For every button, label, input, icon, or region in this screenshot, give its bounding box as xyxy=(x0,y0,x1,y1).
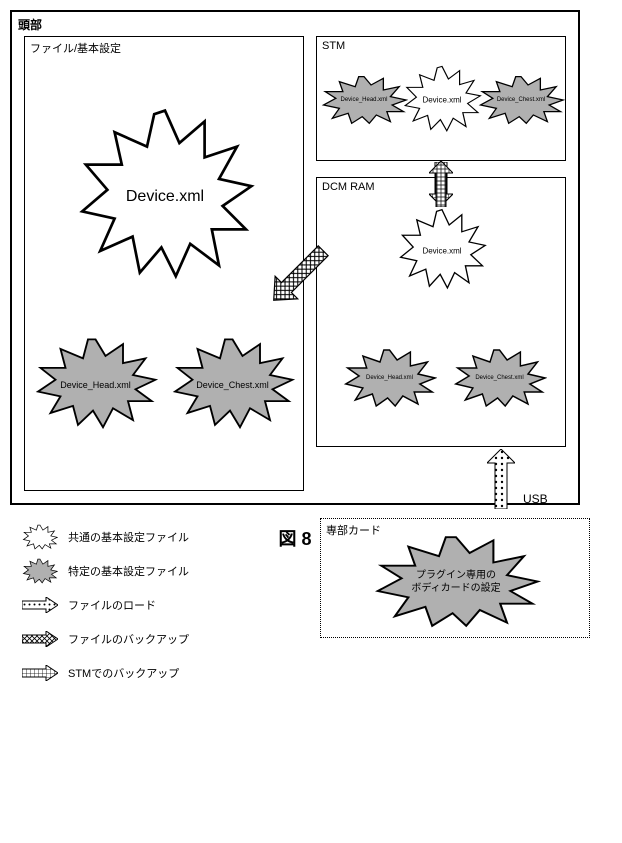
legend-row-4: ファイルのバックアップ xyxy=(20,625,189,653)
head-container: 頭部 ファイル/基本設定 Device.xml Device_Head.xml … xyxy=(10,10,580,505)
legend-label-4: ファイルのバックアップ xyxy=(68,631,189,647)
burst-stm-device-label: Device.xml xyxy=(402,96,482,105)
legend-row-5: STMでのバックアップ xyxy=(20,659,189,687)
burst-dcm-head: Device_Head.xml xyxy=(342,348,437,408)
burst-dcm-device-label: Device.xml xyxy=(397,246,487,255)
usb-label: USB xyxy=(523,492,548,506)
burst-device-main-label: Device.xml xyxy=(75,188,255,206)
legend-row-1: 共通の基本設定ファイル xyxy=(20,523,189,551)
legend-icon-common-burst xyxy=(20,524,60,550)
legend-icon-specific-burst xyxy=(20,558,60,584)
arrow-ext-to-dcm xyxy=(487,449,515,514)
legend-label-2: 特定の基本設定ファイル xyxy=(68,563,189,579)
legend-label-5: STMでのバックアップ xyxy=(68,665,179,681)
burst-dcm-device: Device.xml xyxy=(397,208,487,293)
legend-label-1: 共通の基本設定ファイル xyxy=(68,529,189,545)
burst-ext-text: プラグイン専用の ボディカードの設定 xyxy=(411,570,500,594)
burst-stm-head: Device_Head.xml xyxy=(320,75,408,125)
burst-ext: プラグイン専用の ボディカードの設定 xyxy=(371,534,541,629)
dcm-title: DCM RAM xyxy=(322,181,375,193)
burst-stm-chest-label: Device_Chest.xml xyxy=(477,97,565,103)
head-title: 頭部 xyxy=(18,16,42,33)
legend: 共通の基本設定ファイル 特定の基本設定ファイル ファイルのロード xyxy=(20,523,189,693)
external-card-panel: 専部カード プラグイン専用の ボディカードの設定 xyxy=(320,518,590,638)
burst-stm-device: Device.xml xyxy=(402,65,482,135)
legend-icon-stm-backup-arrow xyxy=(20,660,60,686)
legend-icon-load-arrow xyxy=(20,592,60,618)
burst-ext-label: プラグイン専用の ボディカードの設定 xyxy=(371,569,541,595)
stm-title: STM xyxy=(322,40,345,52)
arrow-file-backup xyxy=(262,232,342,317)
burst-dcm-head-label: Device_Head.xml xyxy=(342,375,437,381)
burst-device-main: Device.xml xyxy=(75,107,255,287)
burst-stm-head-label: Device_Head.xml xyxy=(320,97,408,103)
stm-panel: STM Device.xml Device_Head.xml Device_Ch… xyxy=(316,36,566,161)
burst-dcm-chest: Device_Chest.xml xyxy=(452,348,547,408)
burst-dcm-chest-label: Device_Chest.xml xyxy=(452,375,547,381)
legend-label-3: ファイルのロード xyxy=(68,597,156,613)
legend-icon-backup-arrow xyxy=(20,626,60,652)
burst-head-main-label: Device_Head.xml xyxy=(33,380,158,390)
burst-chest-main: Device_Chest.xml xyxy=(170,337,295,432)
burst-stm-chest: Device_Chest.xml xyxy=(477,75,565,125)
burst-chest-main-label: Device_Chest.xml xyxy=(170,380,295,390)
legend-row-2: 特定の基本設定ファイル xyxy=(20,557,189,585)
dcm-panel: DCM RAM Device.xml Device_Head.xml Devic… xyxy=(316,177,566,447)
legend-row-3: ファイルのロード xyxy=(20,591,189,619)
file-panel-title: ファイル/基本設定 xyxy=(30,40,121,56)
burst-head-main: Device_Head.xml xyxy=(33,337,158,432)
arrow-dcm-to-stm xyxy=(429,161,453,212)
